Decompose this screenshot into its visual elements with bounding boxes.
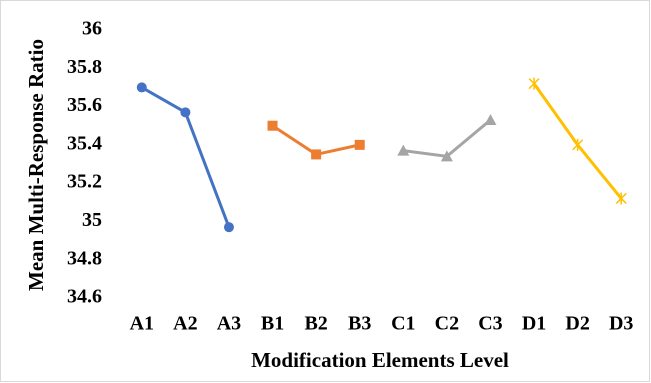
x-tick-label: B3 (348, 313, 371, 335)
x-tick-label: A3 (217, 313, 241, 335)
y-tick-label: 35.2 (67, 171, 102, 193)
y-tick-label: 34.6 (67, 286, 102, 308)
y-tick-label: 34.8 (67, 247, 102, 269)
marker (311, 149, 322, 160)
marker (440, 150, 453, 162)
x-tick-label: D1 (522, 313, 546, 335)
marker (223, 222, 234, 233)
x-tick-label: D3 (609, 313, 633, 335)
marker (136, 82, 147, 93)
x-tick-label: B1 (261, 313, 284, 335)
y-tick-label: 35 (82, 209, 102, 231)
x-tick-label: C3 (478, 313, 502, 335)
y-tick-label: 35.6 (67, 94, 102, 116)
marker (528, 77, 540, 90)
marker (572, 138, 584, 151)
x-axis-title: Modification Elements Level (251, 348, 509, 372)
x-tick-label: D2 (565, 313, 589, 335)
marker (354, 139, 365, 150)
marker (267, 120, 278, 131)
marker (484, 113, 497, 125)
x-tick-label: C1 (391, 313, 415, 335)
y-tick-label: 36 (82, 18, 102, 40)
y-axis-title: Mean Multi-Response Ratio (24, 39, 48, 291)
x-tick-label: A1 (130, 313, 154, 335)
y-tick-label: 35.4 (67, 132, 102, 154)
x-tick-label: C2 (435, 313, 459, 335)
marker (397, 144, 410, 156)
marker (615, 192, 627, 205)
x-tick-label: A2 (173, 313, 197, 335)
marker (180, 107, 191, 118)
y-tick-label: 35.8 (67, 56, 102, 78)
x-tick-label: B2 (304, 313, 327, 335)
